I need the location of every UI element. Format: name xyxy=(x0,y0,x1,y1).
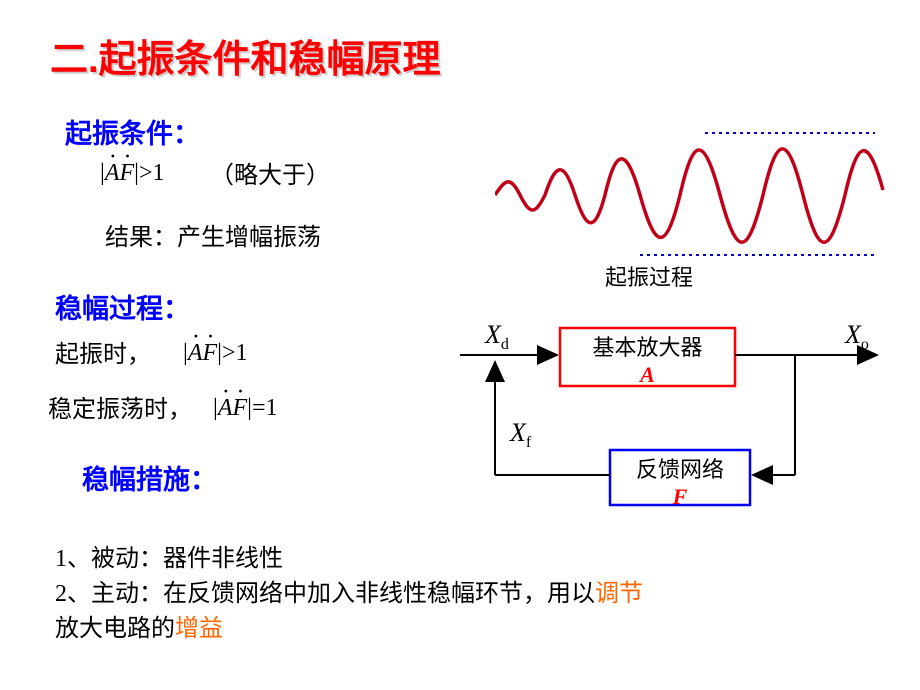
result-label: 结果： xyxy=(105,225,177,251)
slide-title: 二.起振条件和稳幅原理 xyxy=(50,28,441,83)
result-text: 产生增幅振荡 xyxy=(177,225,321,251)
measure-1: 1、被动：器件非线性 xyxy=(55,542,875,577)
measures-list: 1、被动：器件非线性 2、主动：在反馈网络中加入非线性稳幅环节，用以调节 放大电… xyxy=(55,542,875,646)
wave-caption: 起振过程 xyxy=(605,260,693,292)
section1-heading: 起振条件： xyxy=(65,112,200,151)
measure-2: 2、主动：在反馈网络中加入非线性稳幅环节，用以调节 放大电路的增益 xyxy=(55,577,875,647)
stable-label: 稳定振荡时， xyxy=(48,397,192,423)
label-xo: Xo xyxy=(845,320,869,354)
startup-label: 起振时， xyxy=(55,342,151,368)
formula-note: （略大于） xyxy=(210,155,330,190)
formula-af-eq1: |AF|=1 xyxy=(213,395,278,422)
formula-af-gt1: |AF|>1 xyxy=(100,160,165,187)
section2-heading: 稳幅过程： xyxy=(55,287,190,326)
block-diagram: Xd Xo Xf 基本放大器 A 反馈网络 F xyxy=(455,310,885,520)
line-stable: 稳定振荡时， xyxy=(48,389,192,424)
amp-box-label: 基本放大器 A xyxy=(560,330,735,388)
label-xf: Xf xyxy=(510,418,531,452)
fb-box-label: 反馈网络 F xyxy=(610,452,750,510)
line-startup: 起振时， xyxy=(55,334,151,369)
formula-af-gt1-b: |AF|>1 xyxy=(183,340,248,367)
result-line: 结果：产生增幅振荡 xyxy=(105,217,321,252)
section3-heading: 稳幅措施： xyxy=(82,458,217,497)
label-xd: Xd xyxy=(485,320,509,354)
